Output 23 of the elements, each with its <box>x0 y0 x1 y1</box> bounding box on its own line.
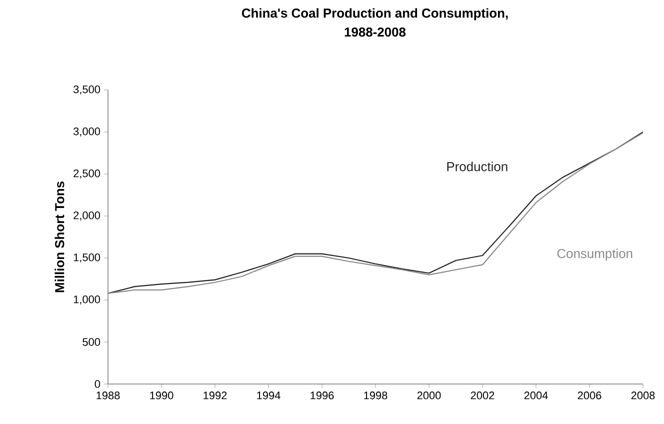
x-tick-label: 1990 <box>150 392 174 400</box>
x-tick-label: 2006 <box>578 392 602 400</box>
y-tick-label: 1,500 <box>74 253 100 263</box>
y-tick-label: 3,000 <box>73 127 100 137</box>
text: Production <box>447 162 508 172</box>
y-tick-label: 3,500 <box>73 85 100 95</box>
y-axis-title: Million Short Tons <box>54 182 64 292</box>
y-tick-label: 2,500 <box>74 169 100 179</box>
x-tick-label: 1994 <box>257 392 280 400</box>
y-tick-label: 1,000 <box>74 295 100 305</box>
y-tick-label: 2,000 <box>74 211 100 221</box>
x-tick-label: 2002 <box>470 392 494 400</box>
x-tick-label: 2000 <box>417 392 441 400</box>
text: Consumption <box>557 248 632 261</box>
chart-title: China's Coal Production and Consumption, 1988-2008 <box>242 8 508 37</box>
y-tick-label: 500 <box>82 338 100 346</box>
x-tick-label: 2004 <box>524 392 548 400</box>
x-tick-label: 1988 <box>96 392 120 400</box>
x-tick-label: 1992 <box>204 392 227 400</box>
x-tick-label: 1998 <box>364 392 388 400</box>
x-tick-label: 2008 <box>631 392 655 400</box>
y-tick-label: 0 <box>94 380 100 388</box>
x-tick-label: 1996 <box>310 392 334 400</box>
